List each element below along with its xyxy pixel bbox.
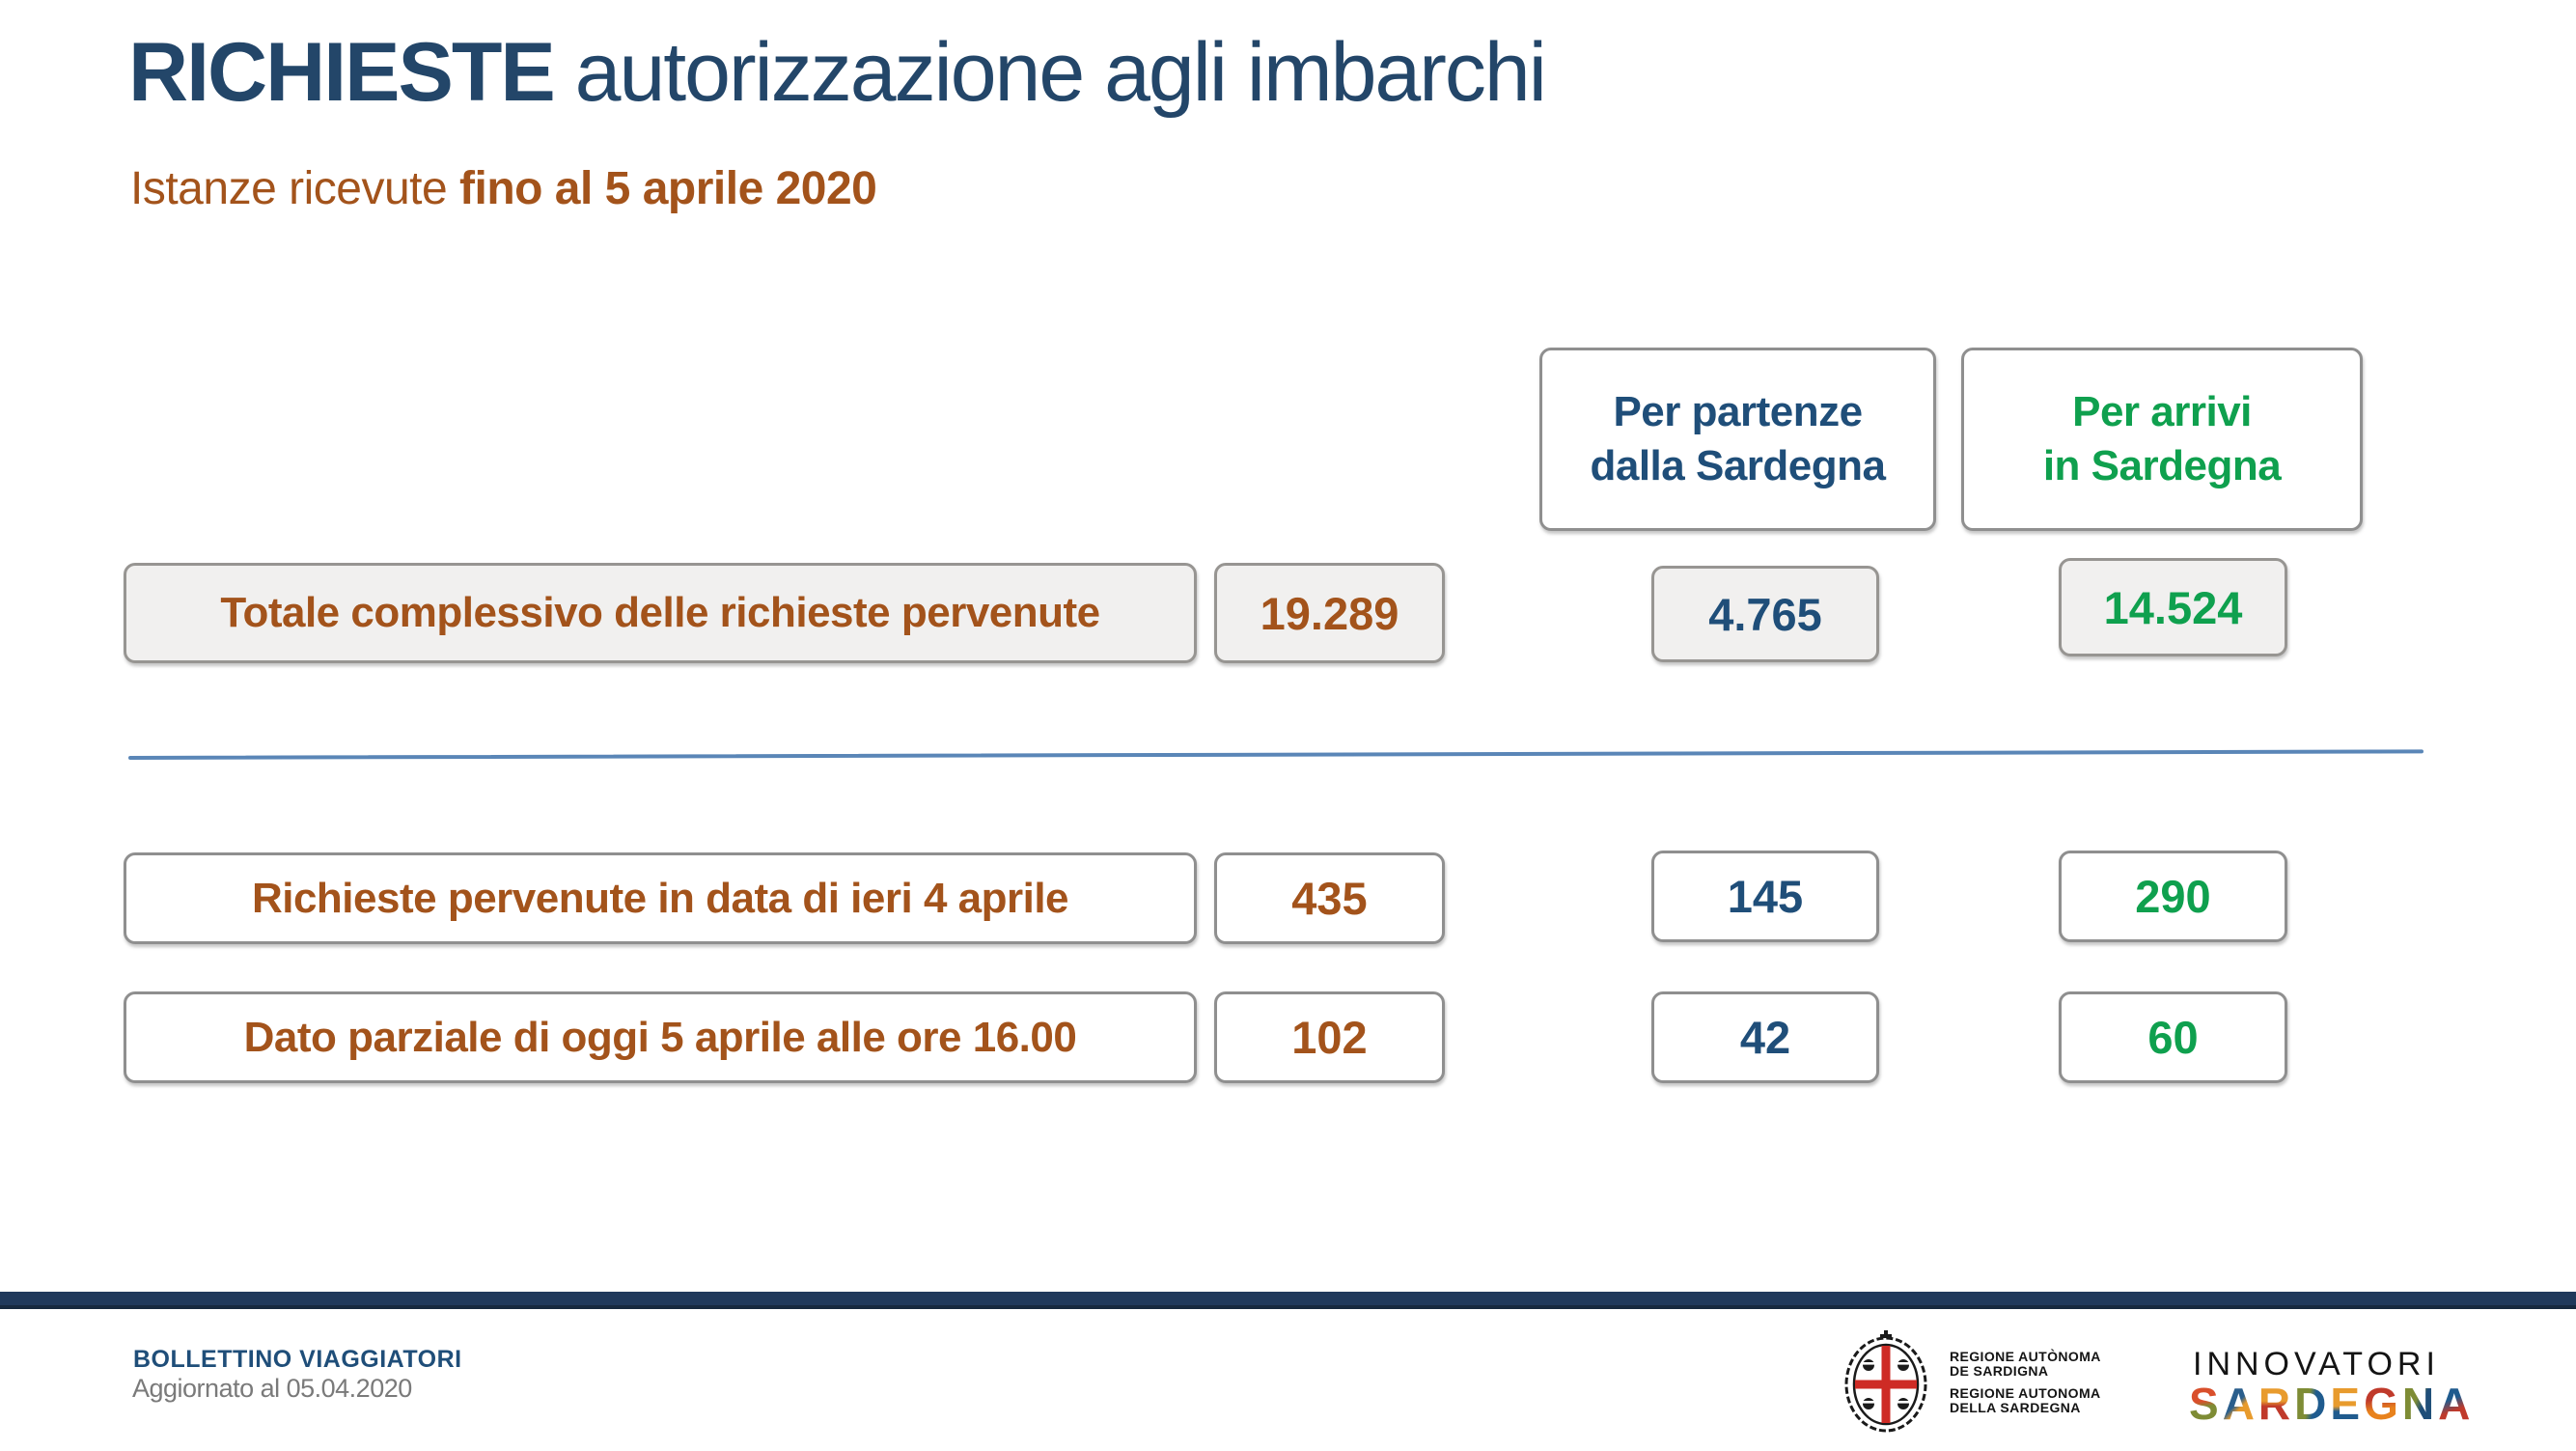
page-subtitle-bold: fino al 5 aprile 2020 [459, 163, 877, 214]
row-today-value-partenze: 42 [1651, 991, 1879, 1083]
row-yesterday-label: Richieste pervenute in data di ieri 4 ap… [251, 874, 1069, 922]
row-yesterday-value-arrivi-text: 290 [2135, 871, 2211, 922]
row-today-label-box: Dato parziale di oggi 5 aprile alle ore … [124, 991, 1197, 1083]
region-logo-line3: REGIONE AUTONOMA [1950, 1385, 2101, 1401]
row-today-value-overall: 102 [1214, 991, 1445, 1083]
region-logo-line1: REGIONE AUTÒNOMA [1950, 1349, 2101, 1364]
section-divider-line [127, 749, 2424, 760]
column-header-arrivi: Per arrivi in Sardegna [1961, 348, 2363, 531]
page-subtitle: Istanze ricevute fino al 5 aprile 2020 [130, 162, 877, 215]
column-header-arrivi-text: Per arrivi in Sardegna [2042, 385, 2282, 494]
page-title-rest: autorizzazione agli imbarchi [553, 26, 1547, 119]
row-yesterday-value-overall: 435 [1214, 852, 1445, 944]
row-total-value-partenze: 4.765 [1651, 566, 1879, 662]
row-total-label-box: Totale complessivo delle richieste perve… [124, 563, 1197, 663]
row-today-label: Dato parziale di oggi 5 aprile alle ore … [243, 1013, 1077, 1061]
row-yesterday-value-arrivi: 290 [2059, 851, 2287, 942]
row-total-value-overall: 19.289 [1214, 563, 1445, 663]
page-title: RICHIESTE autorizzazione agli imbarchi [128, 26, 1547, 119]
innovatori-wordmark: INNOVATORI [2193, 1346, 2440, 1382]
page-title-bold: RICHIESTE [128, 26, 556, 119]
column-header-partenze: Per partenze dalla Sardegna [1539, 348, 1936, 531]
region-logo-text: REGIONE AUTÒNOMA DE SARDIGNA REGIONE AUT… [1950, 1350, 2101, 1415]
row-total-label: Totale complessivo delle richieste perve… [220, 589, 1100, 636]
row-total-value-arrivi-text: 14.524 [2103, 581, 2243, 633]
row-total-value-overall-text: 19.289 [1260, 587, 1399, 639]
column-header-arrivi-line1: Per arrivi [2072, 387, 2252, 435]
row-today-value-partenze-text: 42 [1739, 1012, 1791, 1063]
bulletin-title: BOLLETTINO VIAGGIATORI [133, 1346, 462, 1373]
row-yesterday-label-box: Richieste pervenute in data di ieri 4 ap… [124, 852, 1197, 944]
page-subtitle-regular: Istanze ricevute [130, 163, 459, 214]
row-total-value-partenze-text: 4.765 [1708, 588, 1822, 640]
column-header-partenze-line1: Per partenze [1613, 387, 1863, 435]
column-header-partenze-text: Per partenze dalla Sardegna [1590, 385, 1886, 494]
row-today-value-overall-text: 102 [1291, 1012, 1368, 1063]
row-yesterday-value-partenze-text: 145 [1727, 871, 1804, 922]
innovatori-sardegna-wordmark: SARDEGNA [2189, 1379, 2475, 1429]
footer-divider-bar [0, 1292, 2576, 1309]
sardegna-coat-of-arms-icon [1844, 1330, 1927, 1433]
bulletin-updated-date: Aggiornato al 05.04.2020 [132, 1374, 412, 1403]
row-total-value-arrivi: 14.524 [2059, 558, 2287, 656]
row-today-value-arrivi-text: 60 [2147, 1012, 2199, 1063]
row-today-value-arrivi: 60 [2059, 991, 2287, 1083]
region-logo-line2: DE SARDIGNA [1950, 1363, 2049, 1379]
row-yesterday-value-overall-text: 435 [1291, 873, 1368, 924]
column-header-arrivi-line2: in Sardegna [2042, 442, 2282, 489]
column-header-partenze-line2: dalla Sardegna [1590, 442, 1886, 489]
region-logo-line4: DELLA SARDEGNA [1950, 1400, 2081, 1415]
row-yesterday-value-partenze: 145 [1651, 851, 1879, 942]
